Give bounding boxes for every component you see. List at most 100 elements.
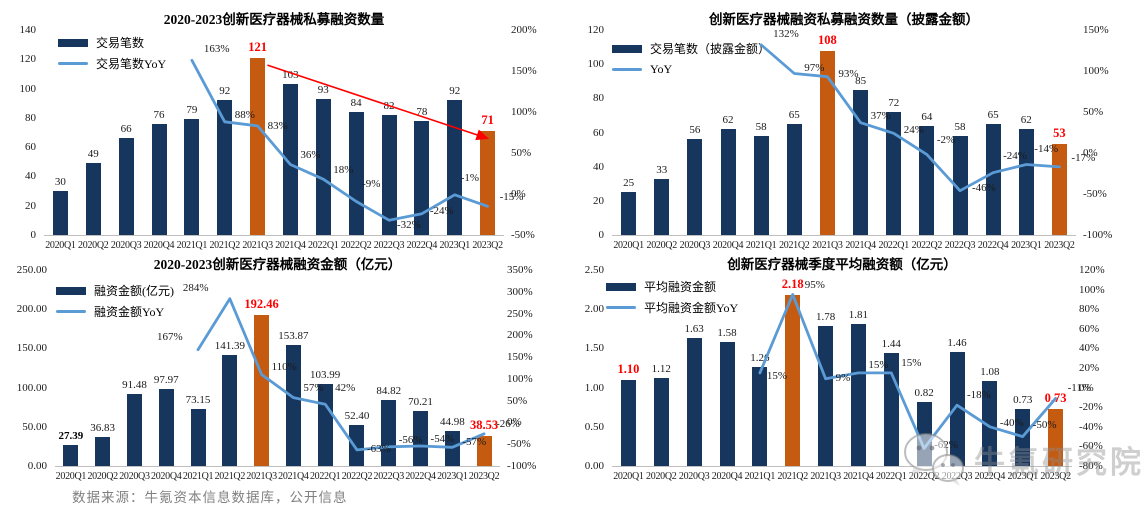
bar-value-label: 56 <box>689 124 701 137</box>
yoy-data-label: 284% <box>182 281 209 294</box>
left-axis-tick: 80 <box>25 111 36 124</box>
yoy-data-label: -46% <box>972 181 996 194</box>
right-axis-tick: 150% <box>1083 24 1109 36</box>
bar-value-label: 0.73 <box>1013 393 1033 406</box>
yoy-data-label: -54% <box>430 432 455 445</box>
right-axis-tick: 350% <box>507 264 533 276</box>
bar-value-label: 2.18 <box>781 277 804 292</box>
x-axis-label: 2021Q2 <box>209 240 240 251</box>
bar-value-label: 79 <box>186 104 198 117</box>
x-axis-label: 2023Q1 <box>437 471 468 482</box>
yoy-data-label: 132% <box>773 27 799 40</box>
bar <box>985 123 1001 235</box>
bar-value-label: 84 <box>350 97 362 109</box>
bar <box>853 89 869 235</box>
bar-value-label: 65 <box>788 108 800 121</box>
bar-value-label: 92 <box>219 85 231 98</box>
line-series-swatch <box>612 68 642 71</box>
right-axis-tick: 150% <box>507 351 533 364</box>
bar-series-swatch <box>612 44 642 53</box>
x-axis-label: 2020Q4 <box>711 471 743 482</box>
bar-value-label: 1.08 <box>980 366 1000 379</box>
bar-value-label: 25 <box>623 177 635 190</box>
bar-value-label: 70.21 <box>408 395 433 408</box>
yoy-data-label: -56% <box>398 433 423 446</box>
yoy-data-label: -50% <box>1032 418 1057 431</box>
bar-value-label: 64 <box>921 110 933 123</box>
bar <box>480 131 496 235</box>
x-axis-label: 2020Q3 <box>678 471 710 482</box>
bar <box>818 326 834 466</box>
x-axis-label: 2020Q1 <box>613 471 644 482</box>
yoy-data-label: 88% <box>234 108 255 121</box>
chart-legend: 交易笔数（披露金额） YoY <box>612 38 770 80</box>
right-axis-tick: 0% <box>511 188 526 200</box>
x-axis-label: 2022Q1 <box>308 240 339 251</box>
legend-item: 交易笔数 <box>58 32 166 53</box>
bar-value-label: 62 <box>722 114 734 127</box>
bar <box>654 178 670 235</box>
x-axis-label: 2023Q1 <box>1007 471 1038 482</box>
chart-title: 2020-2023创新医疗器械私募融资数量 <box>163 12 385 27</box>
legend-item: YoY <box>612 59 770 80</box>
bar <box>151 123 167 235</box>
bar-value-label: 97.97 <box>153 374 179 387</box>
x-axis-label: 2022Q4 <box>406 240 438 251</box>
chart-panel-financing-amount: 2020-2023创新医疗器械融资金额（亿元） 融资金额(亿元) 融资金额YoY… <box>6 254 572 486</box>
legend-item: 交易笔数（披露金额） <box>612 38 770 59</box>
bar <box>414 120 430 235</box>
bar <box>381 399 397 466</box>
x-axis-label: 2020Q1 <box>45 240 76 251</box>
data-source-note: 数据来源：牛氪资本信息数据库，公开信息 <box>72 490 348 505</box>
bar <box>413 410 429 466</box>
bar-value-label: 73.15 <box>185 393 211 406</box>
bar-value-label: 91.48 <box>122 379 147 392</box>
bar <box>118 138 134 235</box>
x-axis-label: 2020Q1 <box>55 471 87 482</box>
bar <box>317 384 333 466</box>
bar-value-label: 27.39 <box>58 429 84 442</box>
left-axis-tick: 0 <box>30 229 37 241</box>
bar-value-label: 85 <box>855 74 867 87</box>
bar-value-label: 36.83 <box>90 422 116 435</box>
right-axis-tick: -60% <box>1079 440 1103 453</box>
bar <box>184 119 200 235</box>
bar <box>819 50 835 235</box>
bar <box>785 295 801 466</box>
bar-value-label: 1.10 <box>617 361 640 376</box>
x-axis-label: 2020Q4 <box>712 240 744 251</box>
x-axis-label: 2021Q3 <box>810 471 841 482</box>
right-axis-tick: -20% <box>1079 401 1103 414</box>
bar-value-label: 72 <box>888 97 900 109</box>
trend-arrow <box>267 64 490 141</box>
x-axis-label: 2021Q1 <box>176 240 208 251</box>
right-axis-tick: 0% <box>1079 381 1094 394</box>
yoy-data-label: 95% <box>804 278 825 291</box>
yoy-data-label: -26% <box>496 417 520 430</box>
x-axis-label: 2022Q4 <box>974 471 1006 482</box>
x-axis-label: 2021Q3 <box>246 471 277 482</box>
bar-value-label: 1.46 <box>947 336 967 349</box>
bar <box>476 435 492 466</box>
x-axis-label: 2022Q1 <box>309 471 341 482</box>
yoy-data-label: -18% <box>967 389 991 402</box>
bar-value-label: 0.82 <box>914 386 934 399</box>
yoy-data-label: 97% <box>804 62 825 75</box>
bar <box>786 123 802 235</box>
bar-value-label: 78 <box>416 105 428 118</box>
yoy-data-label: -40% <box>999 416 1024 429</box>
yoy-data-label: 15% <box>868 358 889 371</box>
bar <box>447 100 463 235</box>
x-axis-line <box>612 235 1076 236</box>
x-axis-label: 2022Q3 <box>944 240 976 251</box>
left-axis-tick: 40 <box>25 170 36 183</box>
bar <box>126 394 142 466</box>
right-axis-tick: 20% <box>1079 362 1100 374</box>
yoy-data-label: 110% <box>271 360 297 373</box>
bar-value-label: 1.63 <box>684 323 704 336</box>
yoy-data-label: -9% <box>362 178 381 191</box>
bar <box>982 381 998 466</box>
x-axis-label: 2021Q2 <box>779 240 810 251</box>
yoy-line <box>190 58 490 222</box>
bar-series-swatch <box>56 286 86 295</box>
